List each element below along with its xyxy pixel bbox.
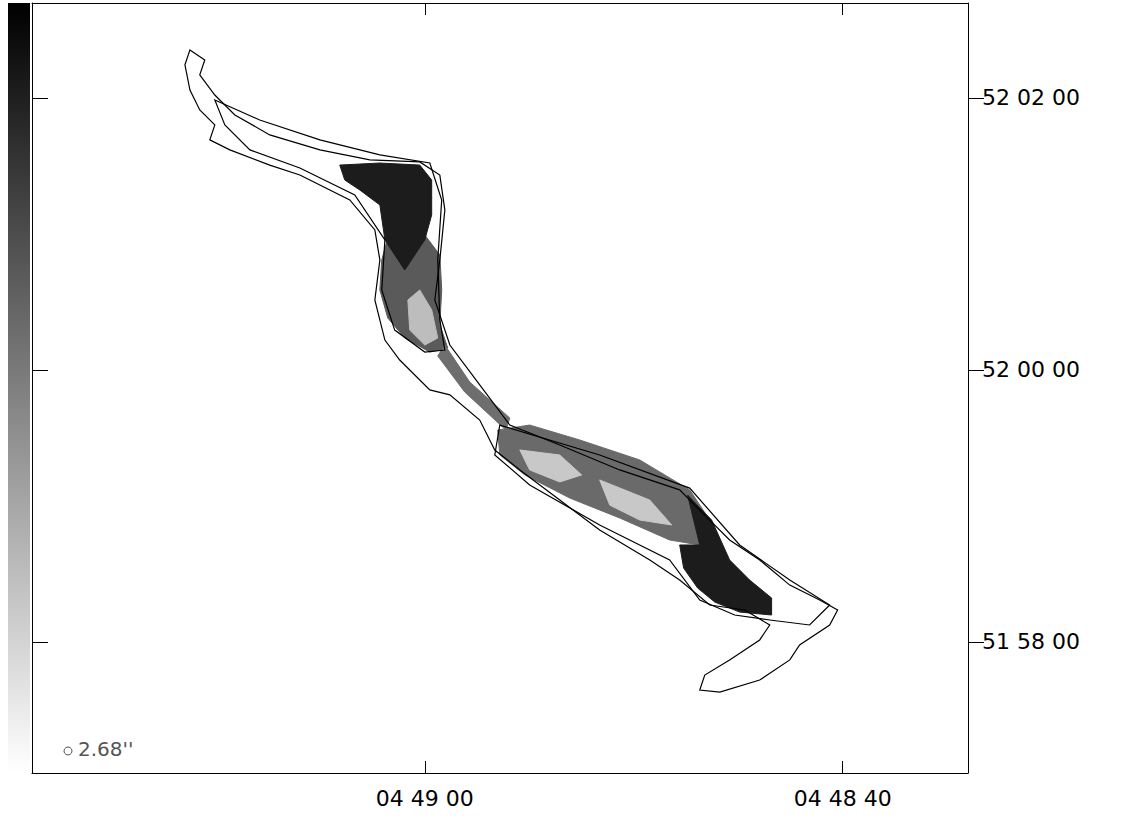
svg-text:52 00 00: 52 00 00 [982,357,1080,382]
svg-text:51 58 00: 51 58 00 [982,629,1080,654]
svg-text:2.68'': 2.68'' [78,737,134,761]
svg-text:52 02 00: 52 02 00 [982,85,1080,110]
svg-text:04 48 40: 04 48 40 [794,786,892,811]
svg-text:04 49 00: 04 49 00 [376,786,474,811]
